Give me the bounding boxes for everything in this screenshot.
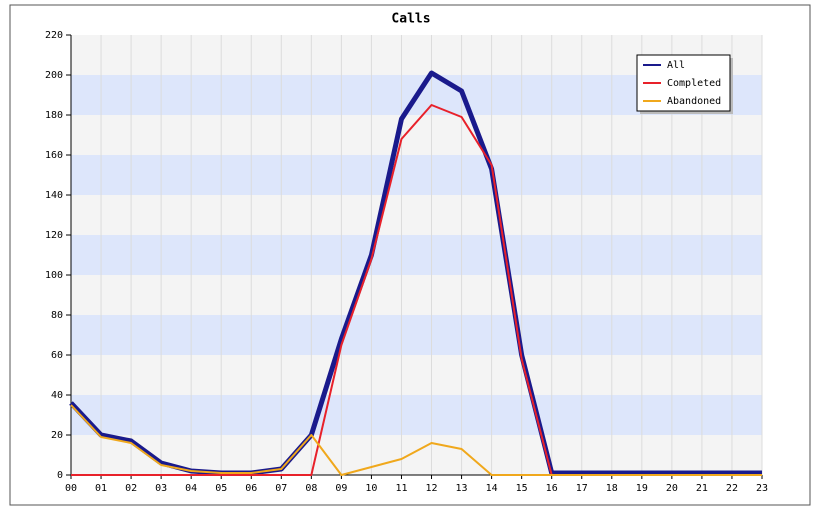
- x-tick-label: 01: [95, 483, 107, 494]
- y-tick-label: 80: [51, 310, 63, 321]
- y-tick-label: 40: [51, 390, 63, 401]
- x-tick-label: 09: [335, 483, 347, 494]
- x-tick-label: 18: [606, 483, 618, 494]
- y-tick-label: 0: [57, 470, 63, 481]
- x-tick-label: 12: [425, 483, 437, 494]
- x-tick-label: 14: [486, 483, 498, 494]
- legend-label: All: [667, 60, 685, 71]
- x-tick-label: 20: [666, 483, 678, 494]
- grid-band: [71, 155, 762, 195]
- y-tick-label: 20: [51, 430, 63, 441]
- x-tick-label: 00: [65, 483, 77, 494]
- x-tick-label: 22: [726, 483, 738, 494]
- x-tick-label: 10: [365, 483, 377, 494]
- x-tick-label: 03: [155, 483, 167, 494]
- y-tick-label: 160: [45, 150, 63, 161]
- x-tick-label: 11: [395, 483, 407, 494]
- x-tick-label: 08: [305, 483, 317, 494]
- chart-title: Calls: [391, 12, 430, 27]
- y-tick-label: 60: [51, 350, 63, 361]
- x-tick-label: 21: [696, 483, 708, 494]
- x-tick-label: 02: [125, 483, 137, 494]
- legend-label: Completed: [667, 78, 721, 89]
- x-tick-label: 06: [245, 483, 257, 494]
- x-tick-label: 23: [756, 483, 768, 494]
- grid-band: [71, 235, 762, 275]
- x-tick-label: 16: [546, 483, 558, 494]
- x-tick-label: 19: [636, 483, 648, 494]
- y-tick-label: 100: [45, 270, 63, 281]
- legend-label: Abandoned: [667, 96, 721, 107]
- y-tick-label: 120: [45, 230, 63, 241]
- grid-band: [71, 395, 762, 435]
- y-tick-label: 220: [45, 30, 63, 41]
- series-line: [70, 404, 762, 476]
- y-tick-label: 140: [45, 190, 63, 201]
- x-tick-label: 15: [516, 483, 528, 494]
- y-tick-label: 200: [45, 70, 63, 81]
- x-tick-label: 13: [456, 483, 468, 494]
- x-tick-label: 05: [215, 483, 227, 494]
- y-tick-label: 180: [45, 110, 63, 121]
- x-tick-label: 07: [275, 483, 287, 494]
- grid-band: [71, 315, 762, 355]
- x-tick-label: 04: [185, 483, 197, 494]
- x-tick-label: 17: [576, 483, 588, 494]
